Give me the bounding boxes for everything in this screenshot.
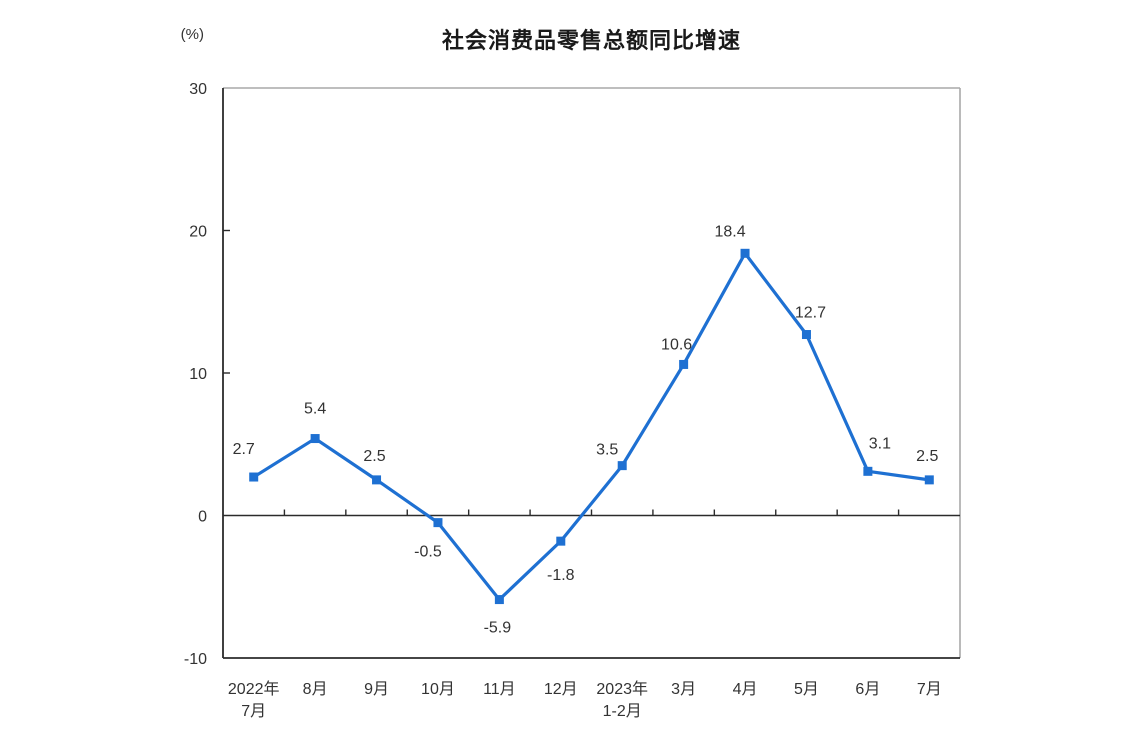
data-point-marker — [556, 536, 566, 546]
y-tick-label: 20 — [189, 224, 207, 241]
y-tick-label: -10 — [184, 651, 207, 668]
data-point-marker — [494, 595, 504, 605]
data-point-marker — [740, 248, 750, 258]
data-point-marker — [801, 330, 811, 340]
data-point-marker — [433, 518, 443, 528]
data-point-label: 3.1 — [869, 435, 891, 452]
x-category-label: 10月 — [421, 681, 455, 698]
x-category-label: 2022年 — [228, 680, 280, 698]
data-point-marker — [617, 461, 627, 471]
data-point-marker — [372, 475, 382, 485]
data-series-line — [252, 251, 930, 602]
x-category-label: 1-2月 — [603, 703, 642, 720]
data-point-marker — [310, 434, 320, 444]
x-category-label: 8月 — [303, 681, 328, 698]
data-point-label: 2.5 — [916, 448, 938, 465]
x-category-label: 3月 — [671, 681, 696, 698]
data-point-label: 18.4 — [714, 223, 745, 240]
data-point-marker — [863, 466, 873, 476]
x-category-label: 4月 — [733, 681, 758, 698]
data-point-label: 2.5 — [363, 448, 385, 465]
data-point-marker — [679, 359, 689, 369]
y-axis-unit-label: (%) — [180, 26, 204, 43]
data-point-label: -1.8 — [547, 567, 575, 584]
chart-title: 社会消费品零售总额同比增速 — [441, 28, 741, 53]
x-category-label: 9月 — [364, 681, 389, 698]
data-point-label: 10.6 — [661, 336, 692, 353]
x-category-label: 7月 — [241, 703, 266, 720]
x-category-label: 5月 — [794, 681, 819, 698]
data-point-label: 5.4 — [304, 401, 326, 418]
data-point-label: 12.7 — [795, 305, 826, 322]
y-tick-label: 10 — [189, 366, 207, 383]
data-point-marker — [249, 472, 259, 482]
x-category-label: 2023年 — [596, 680, 648, 698]
y-tick-label: 0 — [198, 509, 207, 526]
x-category-label: 11月 — [483, 681, 516, 698]
y-tick-label: 30 — [189, 81, 207, 98]
data-point-marker — [924, 475, 934, 485]
data-point-label: -0.5 — [414, 544, 442, 561]
x-category-label: 7月 — [917, 681, 942, 698]
data-point-label: -5.9 — [484, 620, 512, 637]
x-category-label: 6月 — [855, 681, 880, 698]
data-point-label: 3.5 — [596, 442, 618, 459]
x-category-label: 12月 — [544, 681, 578, 698]
data-point-label: 2.7 — [233, 441, 255, 458]
